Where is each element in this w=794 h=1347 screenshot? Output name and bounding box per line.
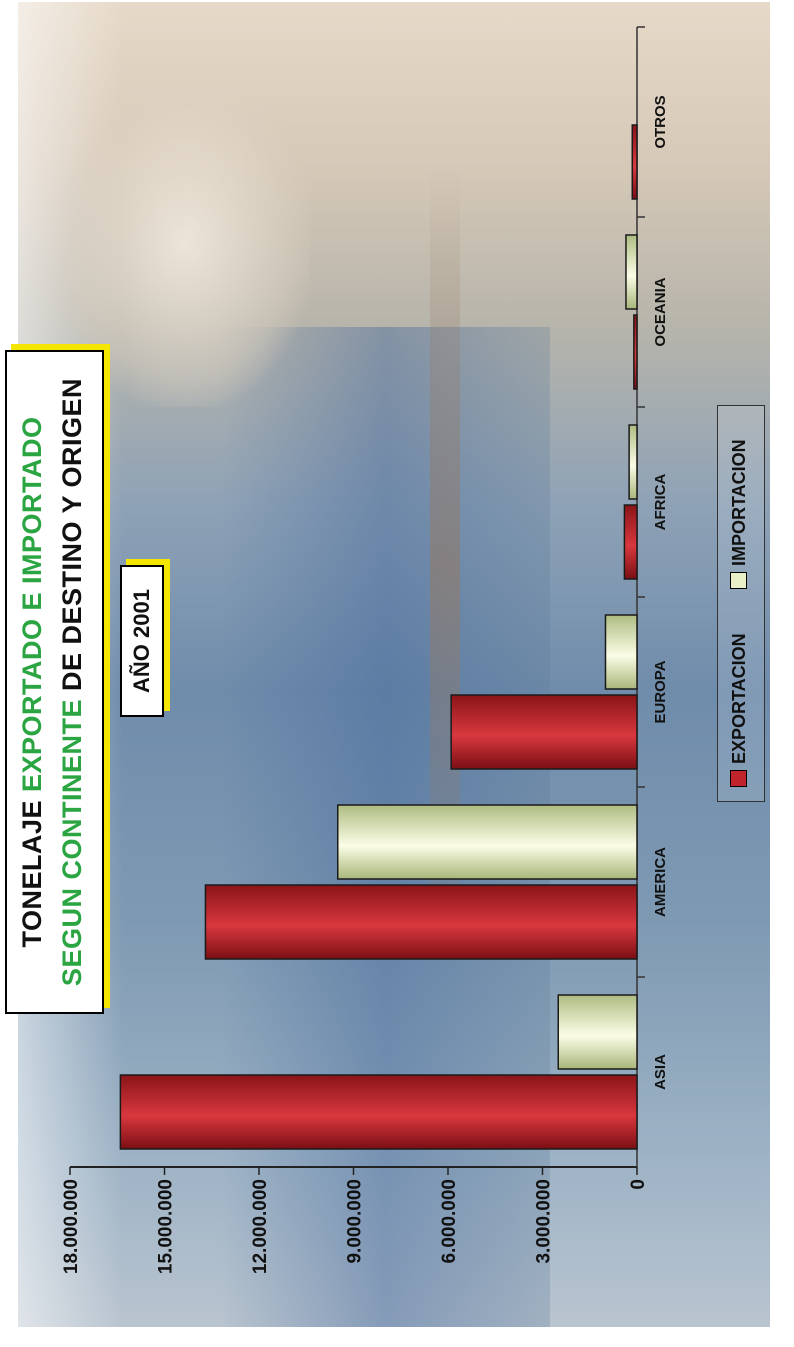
x-category-label: OTROS [652,95,669,148]
bar-importacion-africa [628,424,638,500]
y-tick-label: 12.000.000 [250,1179,271,1274]
bar-importacion-oceania [625,234,638,310]
x-category-label: AMERICA [652,847,669,917]
y-tick-label: 3.000.000 [534,1179,555,1264]
bar-exportacion-otros [631,124,638,200]
x-category-label: ASIA [652,1054,669,1090]
bar-importacion-asia [557,994,638,1070]
y-tick-label: 6.000.000 [439,1179,460,1264]
legend-swatch-importacion [730,572,747,589]
bar-exportacion-oceania [633,314,638,390]
x-category-label: OCEANIA [652,277,669,346]
legend-item-importacion: IMPORTACION [729,439,750,589]
y-tick-label: 15.000.000 [156,1179,177,1274]
y-tick-label: 0 [628,1179,649,1190]
legend-swatch-exportacion [730,770,747,787]
legend-label-exportacion: EXPORTACION [729,633,749,764]
legend-item-exportacion: EXPORTACION [729,633,750,787]
bar-importacion-europa [604,614,638,690]
y-tick-label: 18.000.000 [61,1179,82,1274]
y-tick-label: 9.000.000 [345,1179,366,1264]
axis-layer [69,26,645,1175]
bar-exportacion-europa [450,694,638,770]
legend: EXPORTACION IMPORTACION [717,405,765,802]
legend-label-importacion: IMPORTACION [729,439,749,566]
bar-importacion-america [337,804,638,880]
bar-exportacion-africa [623,504,638,580]
labels-layer: 0 3.000.000 6.000.000 9.000.000 12.000.000 15… [61,95,669,1274]
x-category-label: AFRICA [652,474,669,531]
bar-exportacion-america [204,884,638,960]
bar-exportacion-asia [119,1074,638,1150]
x-category-label: EUROPA [652,660,669,723]
bars-layer [119,124,638,1150]
